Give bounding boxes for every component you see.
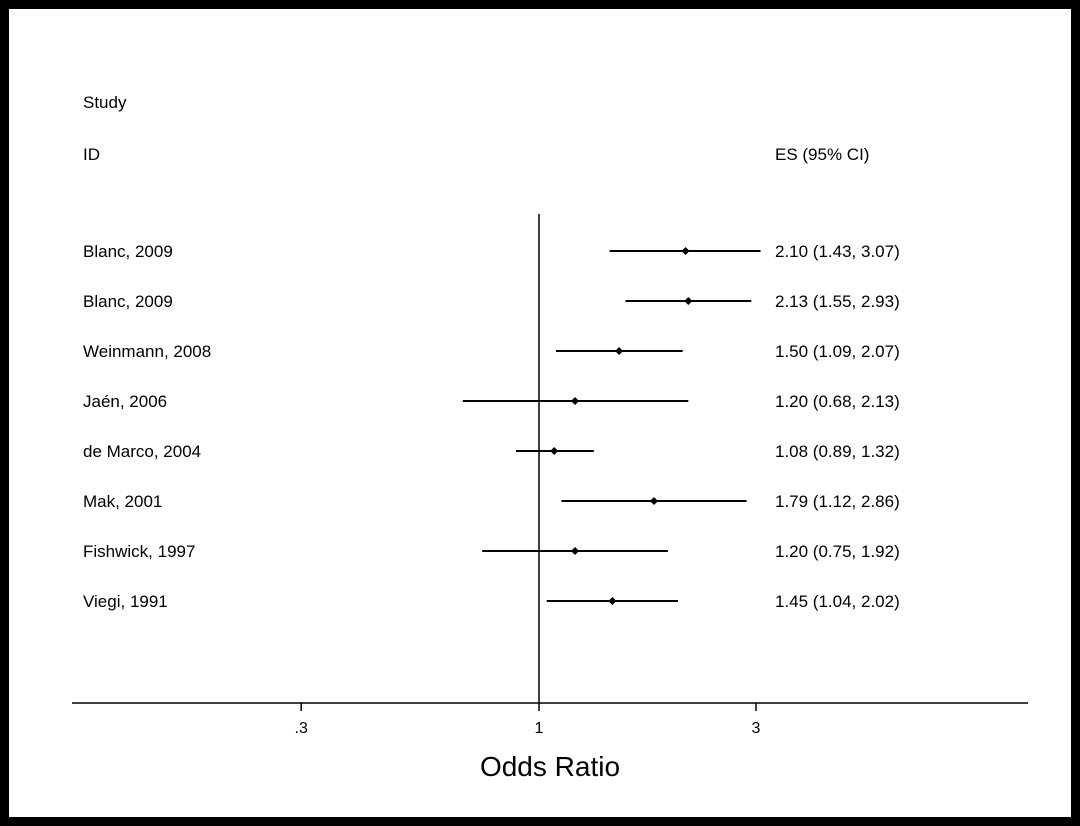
study-label: Blanc, 2009 [83, 242, 173, 261]
effect-size-text: 1.08 (0.89, 1.32) [775, 442, 900, 461]
study-label: Weinmann, 2008 [83, 342, 211, 361]
point-estimate-marker [615, 347, 624, 355]
effect-size-text: 1.50 (1.09, 2.07) [775, 342, 900, 361]
point-estimate-marker [650, 497, 659, 505]
header-study: Study [83, 93, 127, 112]
effect-size-text: 1.79 (1.12, 2.86) [775, 492, 900, 511]
point-estimate-marker [608, 597, 617, 605]
study-label: Blanc, 2009 [83, 292, 173, 311]
point-estimate-marker [571, 547, 580, 555]
effect-size-text: 1.45 (1.04, 2.02) [775, 592, 900, 611]
x-tick-label: 1 [535, 720, 544, 737]
study-label: Jaén, 2006 [83, 392, 167, 411]
effect-size-text: 2.10 (1.43, 3.07) [775, 242, 900, 261]
point-estimate-marker [681, 247, 690, 255]
x-axis-label: Odds Ratio [480, 751, 620, 782]
study-label: de Marco, 2004 [83, 442, 201, 461]
x-tick-label: 3 [752, 720, 761, 737]
header-id: ID [83, 145, 100, 164]
effect-size-text: 2.13 (1.55, 2.93) [775, 292, 900, 311]
x-tick-label: .3 [295, 720, 308, 737]
effect-size-text: 1.20 (0.68, 2.13) [775, 392, 900, 411]
point-estimate-marker [684, 297, 693, 305]
header-es-ci: ES (95% CI) [775, 145, 869, 164]
point-estimate-marker [571, 397, 580, 405]
study-label: Fishwick, 1997 [83, 542, 195, 561]
study-label: Viegi, 1991 [83, 592, 168, 611]
point-estimate-marker [550, 447, 559, 455]
effect-size-text: 1.20 (0.75, 1.92) [775, 542, 900, 561]
study-label: Mak, 2001 [83, 492, 162, 511]
